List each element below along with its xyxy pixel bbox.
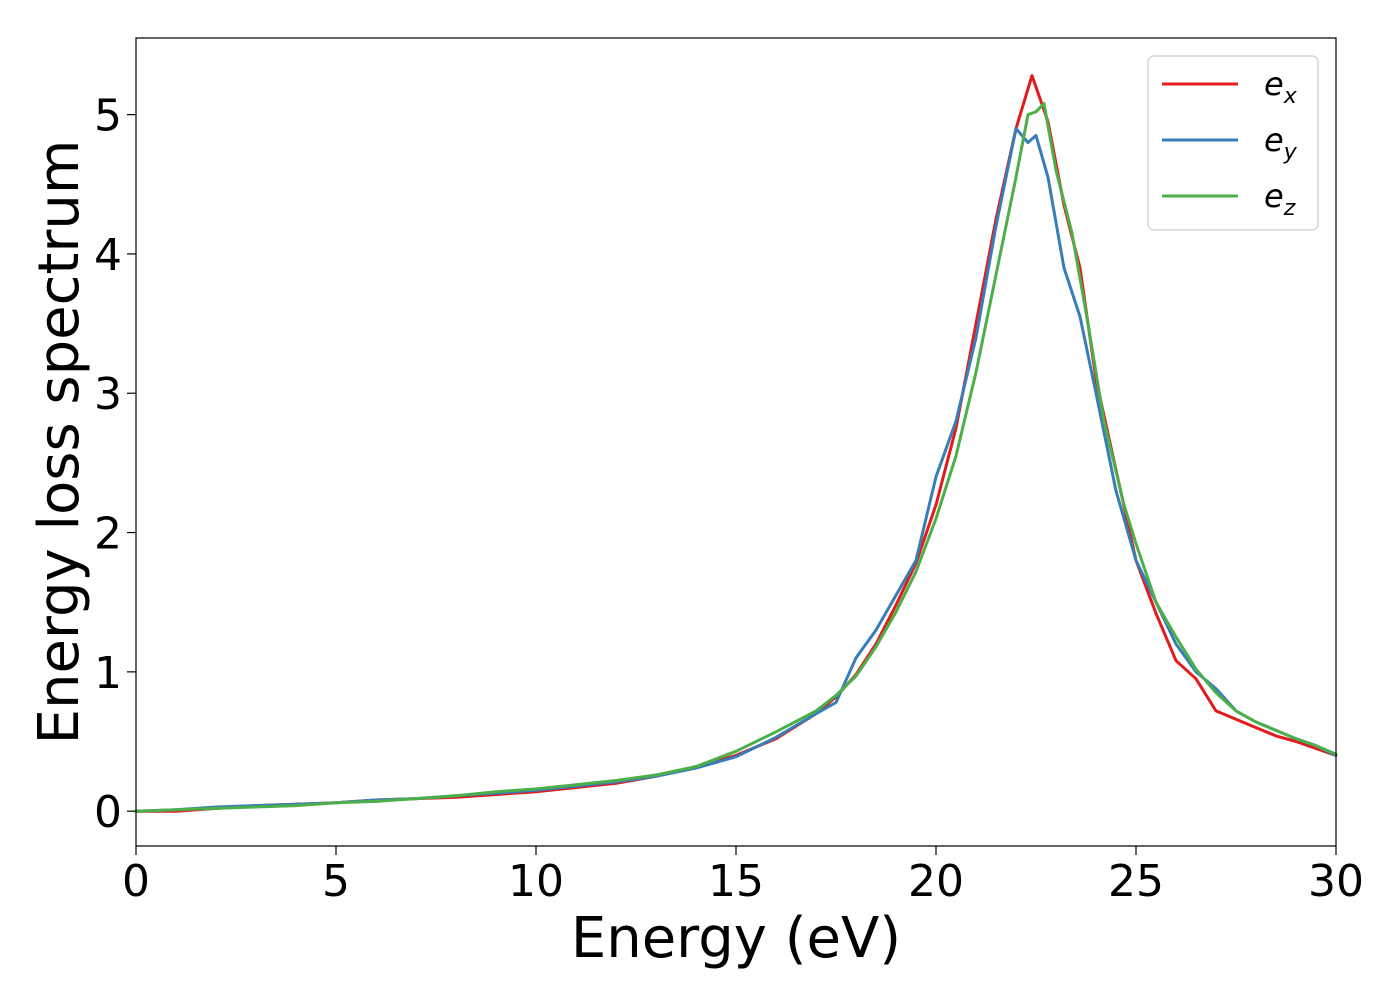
x-axis-ticks: 0 5 10 15 20 25 30 <box>122 846 1364 907</box>
series-line-y <box>134 127 1338 813</box>
x-axis-title: Energy (eV) <box>571 906 901 971</box>
y-tick-label: 2 <box>94 509 122 560</box>
x-tick-label: 30 <box>1308 856 1364 907</box>
x-tick-label: 10 <box>508 856 564 907</box>
legend-label-main: e <box>1264 65 1284 103</box>
legend-label-main: e <box>1264 177 1284 215</box>
series-line-z <box>134 102 1338 813</box>
y-tick-label: 4 <box>94 230 122 281</box>
x-tick-label: 0 <box>122 856 150 907</box>
x-tick-label: 15 <box>708 856 764 907</box>
y-tick-label: 0 <box>94 787 122 838</box>
y-axis-ticks: 0 1 2 3 4 5 <box>94 91 136 838</box>
legend-label-y: ey <box>1264 121 1298 165</box>
legend-label-x: ex <box>1264 65 1298 109</box>
x-tick-label: 5 <box>322 856 350 907</box>
legend-box <box>1147 55 1319 231</box>
y-tick-label: 5 <box>94 91 122 142</box>
legend-label-subscript: y <box>1283 140 1298 165</box>
legend-label-subscript: z <box>1283 196 1296 221</box>
y-tick-label: 3 <box>94 369 122 420</box>
legend-label-z: ez <box>1264 177 1296 221</box>
y-tick-label: 1 <box>94 648 122 699</box>
y-axis-title: Energy loss spectrum <box>27 140 92 745</box>
legend-label-subscript: x <box>1283 84 1298 109</box>
legend-label-main: e <box>1264 121 1284 159</box>
series-layer <box>134 74 1338 813</box>
x-tick-label: 20 <box>908 856 964 907</box>
x-tick-label: 25 <box>1108 856 1164 907</box>
